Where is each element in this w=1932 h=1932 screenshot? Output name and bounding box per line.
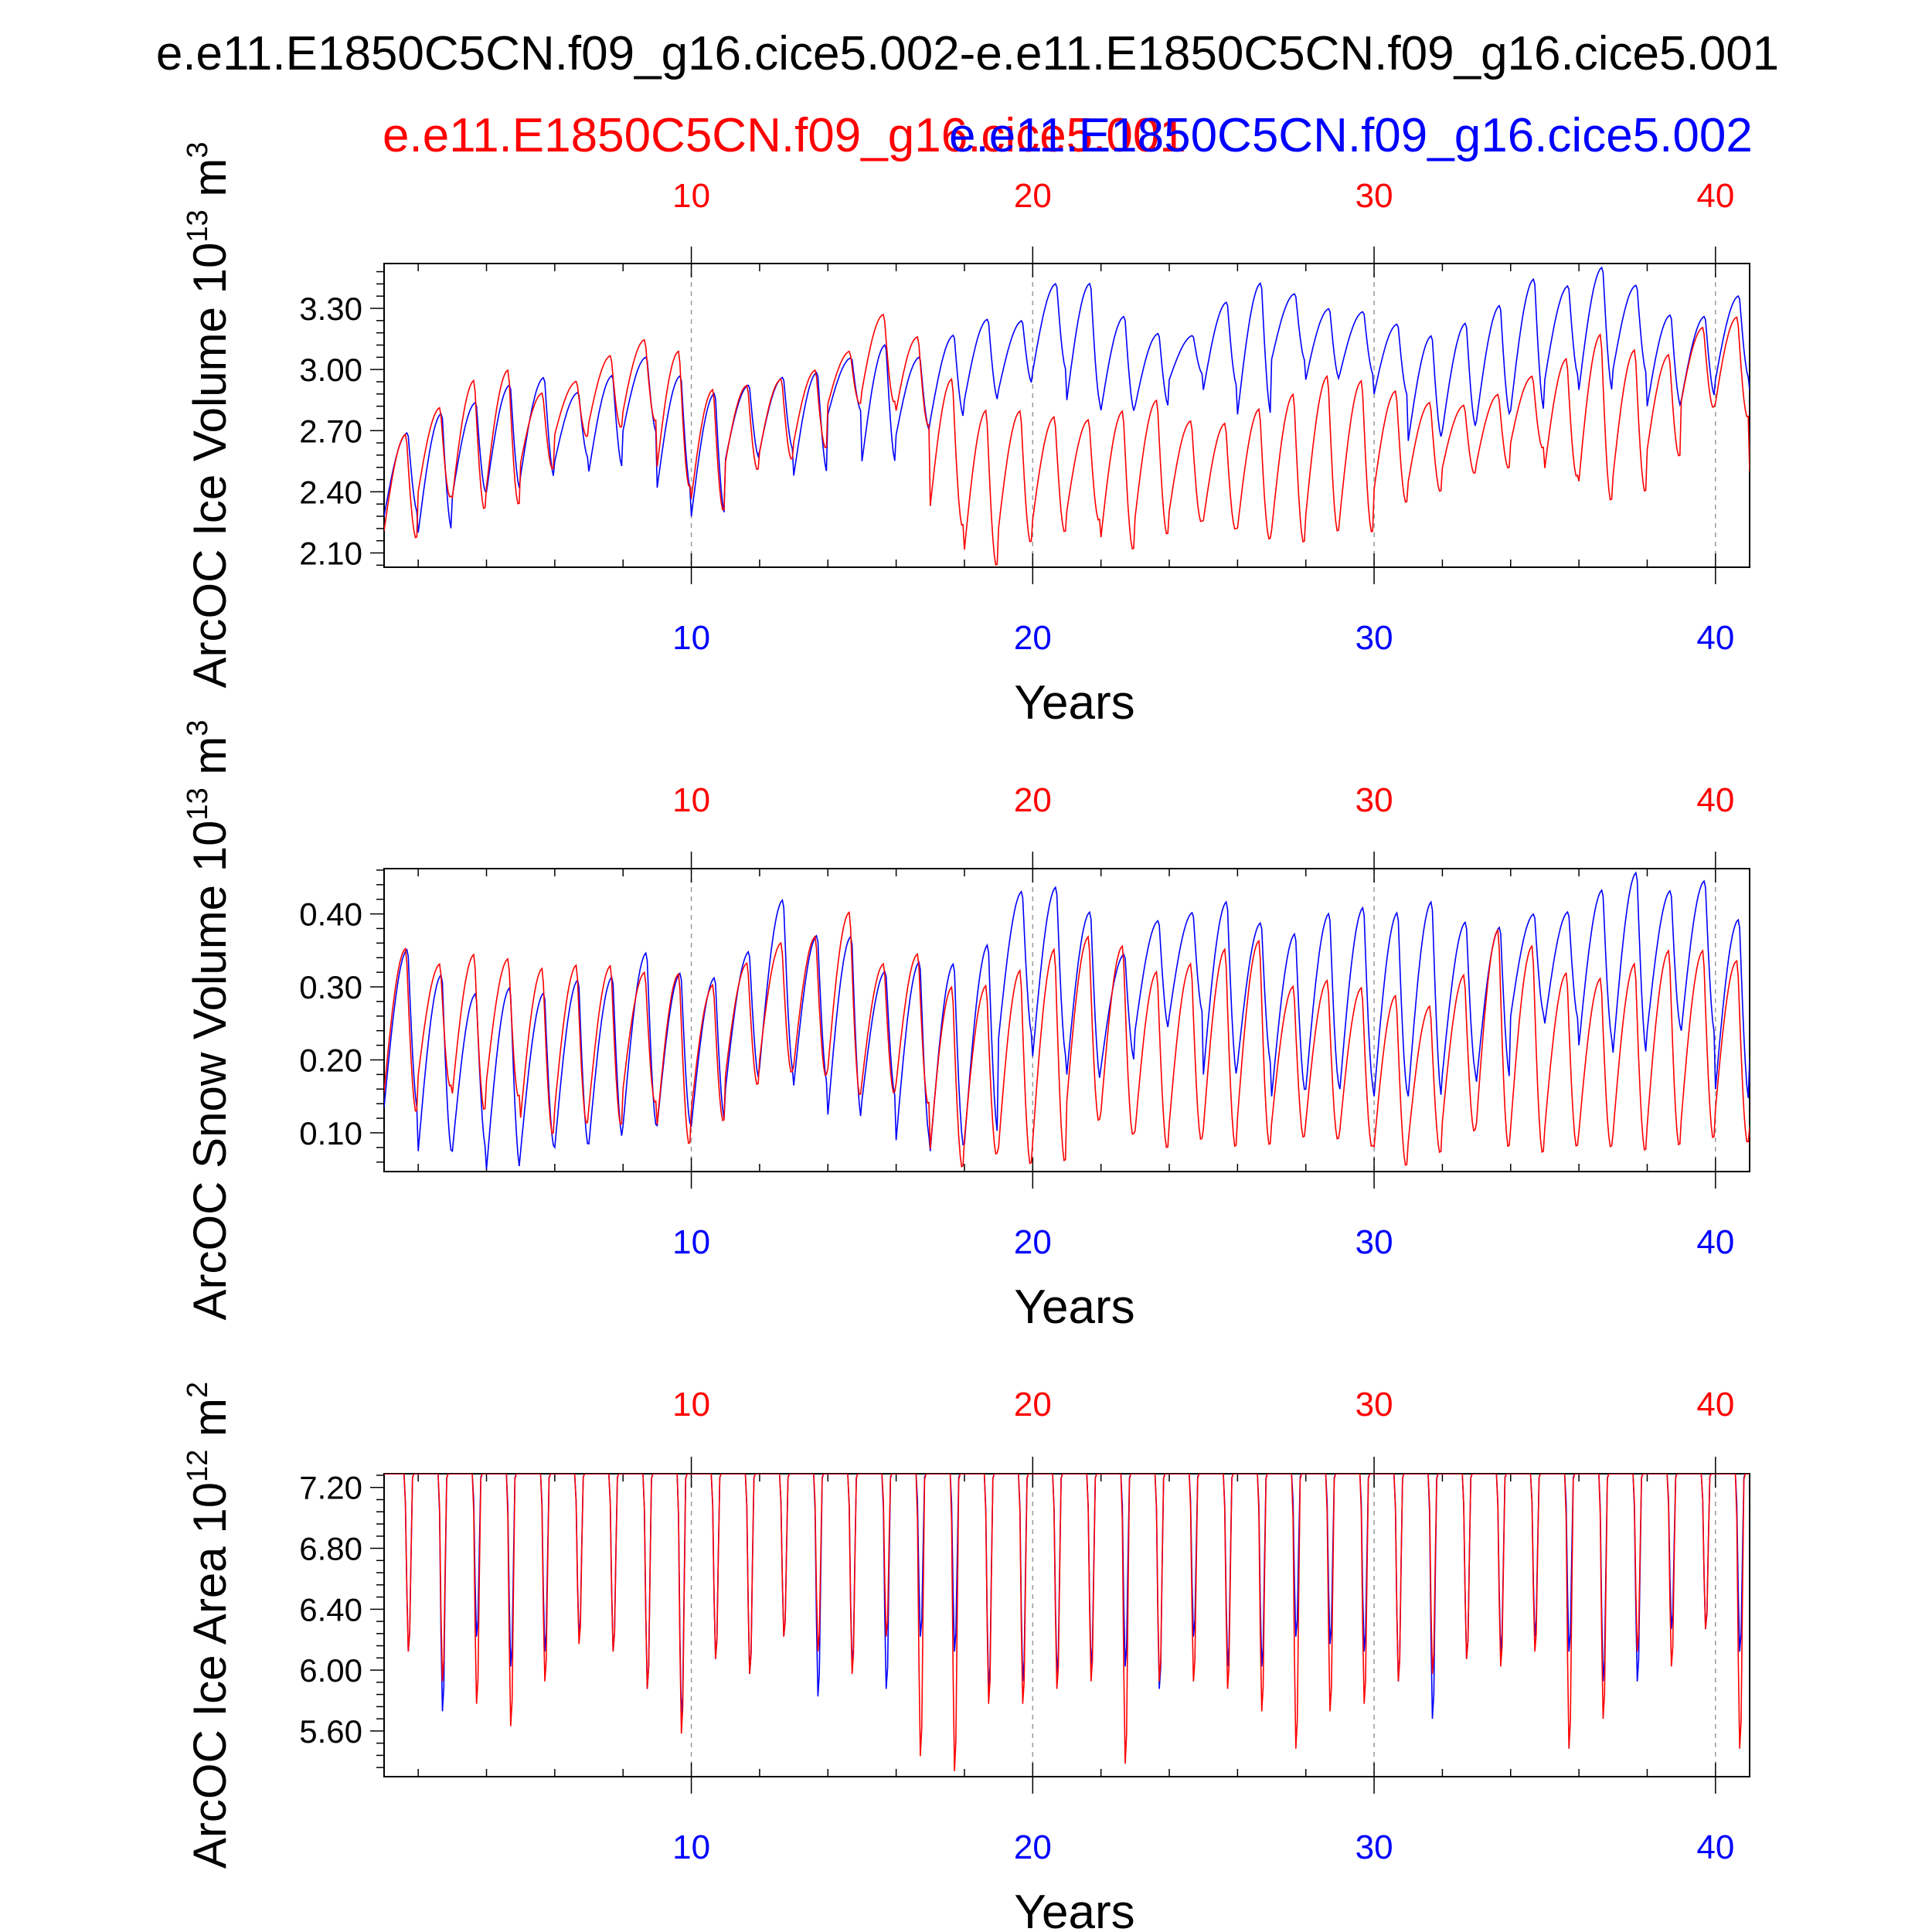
x-axis-label: Years [1014, 676, 1134, 730]
main-title: e.e11.E1850C5CN.f09_g16.cice5.002-e.e11.… [156, 27, 1779, 80]
y-axis-label: ArcOC Snow Volume 1013 m3 [182, 719, 236, 1320]
y-tick-label: 0.30 [299, 969, 362, 1005]
x-tick-label-top: 30 [1355, 177, 1393, 215]
legend-case2: e.e11.E1850C5CN.f09_g16.cice5.002 [949, 109, 1753, 162]
x-axis-label: Years [1014, 1281, 1134, 1334]
x-tick-label-bottom: 30 [1355, 1828, 1393, 1866]
x-tick-label-top: 20 [1014, 177, 1052, 215]
x-tick-label-bottom: 20 [1014, 1828, 1052, 1866]
panel-ice-area: 5.60 6.00 6.40 6.80 7.20 10 20 30 40 10 20 30 40 Year… [182, 1382, 1750, 1932]
x-tick-label-top: 10 [672, 177, 710, 215]
y-axis-label: ArcOC Ice Area 1012 m2 [182, 1382, 236, 1869]
plot-frame [383, 1473, 1750, 1777]
x-tick-label-bottom: 30 [1355, 1223, 1393, 1261]
x-tick-label-top: 40 [1696, 781, 1734, 819]
series-line-case1 [384, 910, 1750, 1168]
x-tick-label-top: 20 [1014, 781, 1052, 819]
x-tick-label-top: 30 [1355, 781, 1393, 819]
y-tick-label: 2.70 [299, 413, 362, 449]
y-tick-label: 0.20 [299, 1042, 362, 1078]
y-tick-label: 2.10 [299, 536, 362, 572]
x-tick-label-bottom: 40 [1696, 1828, 1734, 1866]
plot-frame [383, 868, 1750, 1172]
x-tick-label-bottom: 20 [1014, 1223, 1052, 1261]
panel-ice-volume: 2.10 2.40 2.70 3.00 3.30 10 20 30 40 10 20 30 40 Year… [182, 142, 1750, 730]
x-tick-label-bottom: 30 [1355, 619, 1393, 657]
y-tick-label: 0.10 [299, 1115, 362, 1151]
y-tick-label: 0.40 [299, 896, 362, 933]
x-tick-label-top: 40 [1696, 177, 1734, 215]
y-tick-label: 6.40 [299, 1591, 362, 1628]
x-tick-label-top: 20 [1014, 1386, 1052, 1423]
series-line-case2 [384, 266, 1750, 533]
x-tick-label-bottom: 40 [1696, 619, 1734, 657]
series-line-case2 [384, 871, 1750, 1170]
y-tick-label: 7.20 [299, 1470, 362, 1506]
x-tick-label-top: 10 [672, 1386, 710, 1423]
series-line-case1 [384, 313, 1750, 566]
y-tick-label: 2.40 [299, 474, 362, 510]
legend-case1: e.e11.E1850C5CN.f09_g16.cice5.001 [383, 109, 1186, 162]
x-tick-label-bottom: 10 [672, 1828, 710, 1866]
x-tick-label-bottom: 20 [1014, 619, 1052, 657]
y-tick-label: 6.80 [299, 1531, 362, 1567]
y-tick-label: 3.30 [299, 291, 362, 327]
y-tick-label: 3.00 [299, 352, 362, 388]
x-tick-label-bottom: 40 [1696, 1223, 1734, 1261]
series-line-case1 [384, 1474, 1750, 1771]
x-axis-label: Years [1014, 1886, 1134, 1932]
y-tick-label: 5.60 [299, 1713, 362, 1750]
y-axis-label: ArcOC Ice Volume 1013 m3 [182, 142, 236, 689]
x-tick-label-bottom: 10 [672, 1223, 710, 1261]
panel-snow-volume: 0.10 0.20 0.30 0.40 10 20 30 40 10 20 30 40 Years Arc… [182, 719, 1750, 1334]
x-tick-label-top: 10 [672, 781, 710, 819]
plot-frame [383, 263, 1750, 568]
x-tick-label-bottom: 10 [672, 619, 710, 657]
y-tick-label: 6.00 [299, 1652, 362, 1689]
x-tick-label-top: 30 [1355, 1386, 1393, 1423]
x-tick-label-top: 40 [1696, 1386, 1734, 1423]
